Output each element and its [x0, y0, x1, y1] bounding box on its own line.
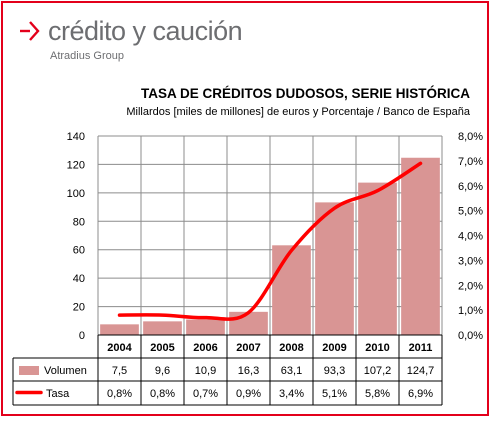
y-right-tick-label: 7,0%	[458, 156, 483, 168]
y-right-tick-label: 3,0%	[458, 255, 483, 267]
bar-volumen	[401, 157, 440, 335]
table-cell-volumen: 107,2	[364, 365, 392, 377]
table-cell-tasa: 3,4%	[279, 388, 304, 400]
table-cell-tasa: 0,9%	[236, 388, 261, 400]
y-left-tick-label: 140	[67, 131, 85, 143]
chart-subtitle: Millardos [miles de millones] de euros y…	[126, 106, 470, 118]
x-category-label: 2009	[322, 342, 346, 354]
table-cell-volumen: 7,5	[112, 365, 127, 377]
y-left-tick-label: 100	[67, 188, 85, 200]
x-category-label: 2004	[107, 342, 132, 354]
bar-volumen	[229, 311, 268, 335]
x-category-label: 2010	[365, 342, 389, 354]
y-right-tick-label: 5,0%	[458, 206, 483, 218]
table-cell-tasa: 0,8%	[150, 388, 175, 400]
x-category-label: 2005	[150, 342, 174, 354]
table-cell-volumen: 10,9	[195, 365, 216, 377]
y-left-tick-label: 0	[79, 330, 85, 342]
y-right-tick-label: 1,0%	[458, 305, 483, 317]
table-cell-volumen: 124,7	[407, 365, 435, 377]
line-tasa	[117, 161, 423, 321]
legend-label-volumen: Volumen	[44, 365, 87, 377]
legend-key-volumen	[19, 366, 39, 375]
y-right-tick-label: 4,0%	[458, 231, 483, 243]
table-cell-tasa: 5,1%	[322, 388, 347, 400]
x-category-label: 2008	[279, 342, 303, 354]
y-right-tick-label: 0,0%	[458, 330, 483, 342]
y-left-tick-label: 80	[73, 216, 85, 228]
y-left-tick-label: 60	[73, 245, 85, 257]
table-cell-volumen: 63,1	[281, 365, 302, 377]
table-cell-tasa: 0,8%	[107, 388, 132, 400]
x-category-label: 2006	[193, 342, 217, 354]
bar-volumen	[143, 321, 182, 335]
bar-volumen	[358, 182, 397, 335]
y-left-tick-label: 120	[67, 159, 85, 171]
bar-volumen	[272, 245, 311, 335]
table-cell-tasa: 5,8%	[365, 388, 390, 400]
table-cell-volumen: 93,3	[324, 365, 345, 377]
y-right-tick-label: 6,0%	[458, 181, 483, 193]
table-cell-tasa: 6,9%	[408, 388, 433, 400]
legend-label-tasa: Tasa	[46, 388, 70, 400]
bar-volumen	[315, 202, 354, 335]
y-right-tick-label: 8,0%	[458, 131, 483, 143]
x-category-label: 2007	[236, 342, 260, 354]
brand-chevron-icon	[20, 21, 40, 41]
y-right-tick-label: 2,0%	[458, 280, 483, 292]
brand-group: Atradius Group	[50, 50, 124, 62]
table-cell-volumen: 16,3	[238, 365, 259, 377]
chart-title: TASA DE CRÉDITOS DUDOSOS, SERIE HISTÓRIC…	[140, 86, 470, 101]
bar-volumen	[186, 319, 225, 335]
chart-frame	[1, 1, 489, 416]
bar-volumen	[100, 324, 139, 335]
y-left-tick-label: 40	[73, 273, 85, 285]
brand-name: crédito y caución	[48, 16, 243, 46]
x-category-label: 2011	[409, 342, 433, 354]
y-left-tick-label: 20	[73, 302, 85, 314]
table-cell-volumen: 9,6	[155, 365, 170, 377]
table-cell-tasa: 0,7%	[193, 388, 218, 400]
